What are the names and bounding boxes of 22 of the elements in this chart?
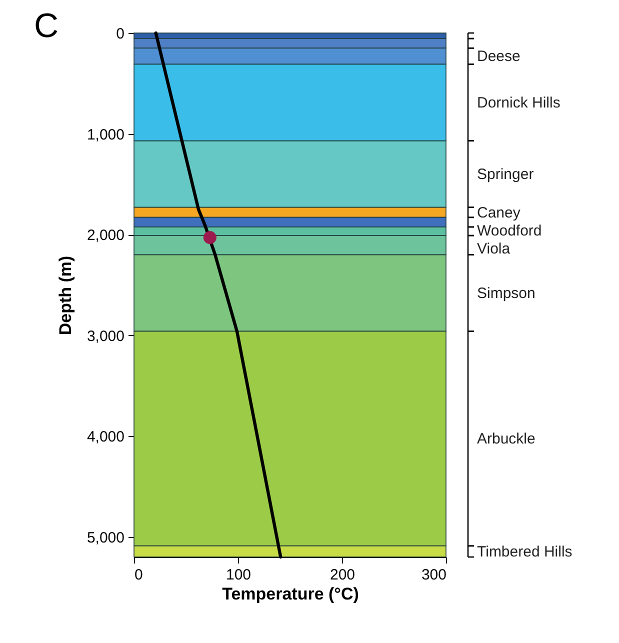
y-tick-label: 3,000 — [86, 328, 124, 345]
x-tick-label: 300 — [421, 566, 446, 584]
band-label: Timbered Hills — [477, 543, 572, 560]
x-tick-label: 200 — [330, 566, 356, 584]
y-tick-label: 1,000 — [86, 126, 124, 144]
band-label: Simpson — [477, 284, 536, 302]
band-label: Arbuckle — [477, 430, 536, 448]
y-axis-title: Depth (m) — [56, 256, 75, 336]
chart-title: C — [34, 7, 59, 45]
x-axis-title: Temperature (°C) — [222, 584, 359, 604]
band-label: Deese — [477, 48, 520, 66]
y-tick-label: 5,000 — [86, 529, 124, 546]
y-tick-label: 0 — [116, 26, 124, 42]
x-tick-label: 0 — [134, 566, 143, 584]
band-label: Viola — [477, 240, 511, 258]
y-tick-label: 2,000 — [86, 227, 124, 244]
band-label: Caney — [477, 204, 521, 222]
x-tick-label: 100 — [226, 566, 252, 584]
y-tick-label: 4,000 — [86, 428, 124, 446]
band-label: Springer — [477, 166, 534, 184]
band-label: Woodford — [477, 222, 542, 240]
band-label: Dornick Hills — [477, 94, 560, 112]
